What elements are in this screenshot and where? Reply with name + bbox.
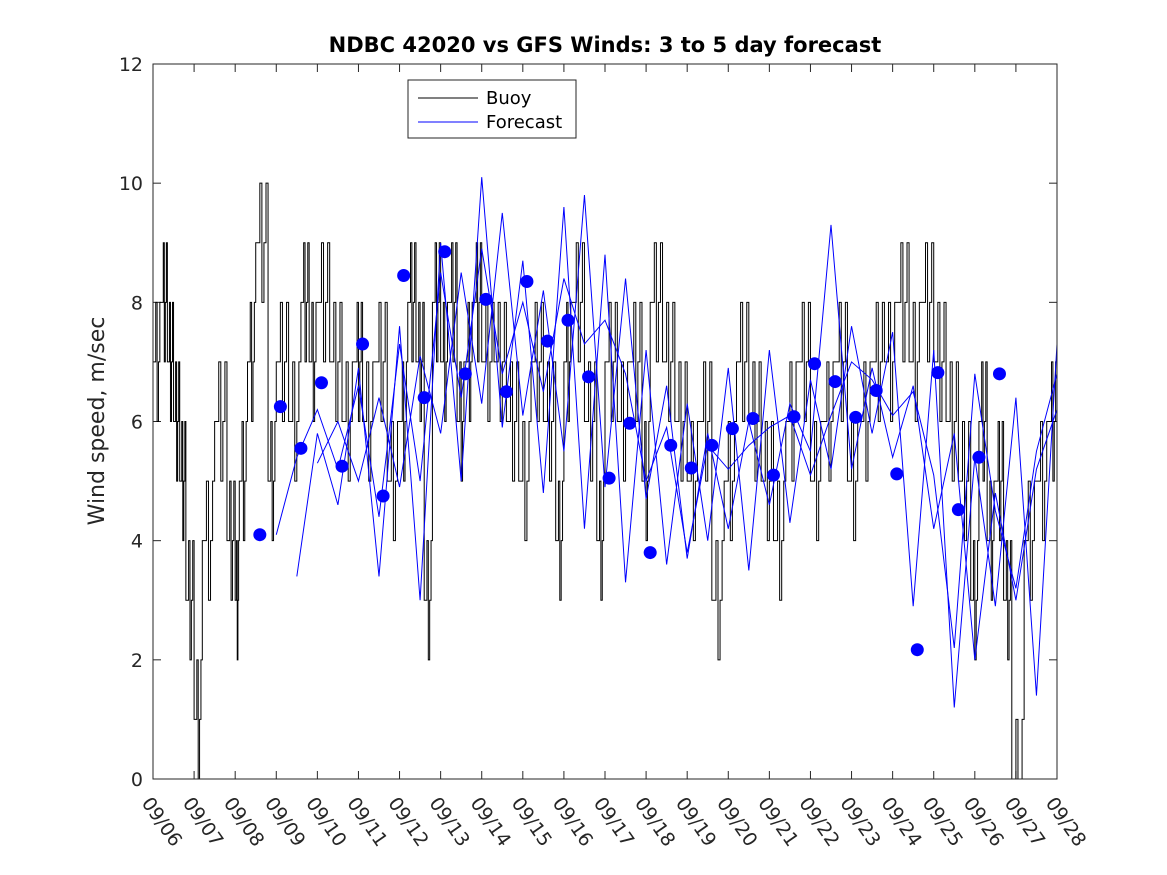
series-forecast-line-2 bbox=[296, 177, 1058, 708]
forecast-marker bbox=[520, 274, 534, 288]
y-tick-label: 8 bbox=[131, 292, 143, 314]
forecast-marker bbox=[582, 370, 596, 384]
forecast-marker bbox=[643, 546, 657, 560]
series-buoy-line bbox=[153, 182, 1058, 780]
series-layer bbox=[153, 177, 1058, 780]
forecast-marker bbox=[972, 450, 986, 464]
forecast-marker bbox=[499, 385, 513, 399]
forecast-marker bbox=[294, 441, 308, 455]
legend-forecast-label: Forecast bbox=[486, 112, 562, 133]
forecast-marker bbox=[992, 367, 1006, 381]
y-tick-label: 12 bbox=[119, 54, 143, 76]
forecast-marker bbox=[766, 468, 780, 482]
y-tick-label: 4 bbox=[131, 531, 143, 553]
y-axis-label: Wind speed, m/sec bbox=[85, 317, 110, 526]
forecast-marker bbox=[849, 410, 863, 424]
forecast-marker bbox=[397, 269, 411, 283]
y-tick-label: 10 bbox=[119, 173, 143, 195]
series-forecast-line-1 bbox=[275, 248, 1058, 648]
forecast-marker bbox=[664, 438, 678, 452]
forecast-marker bbox=[705, 438, 719, 452]
chart-title: NDBC 42020 vs GFS Winds: 3 to 5 day fore… bbox=[329, 33, 882, 57]
forecast-marker bbox=[684, 461, 698, 475]
forecast-marker bbox=[335, 459, 349, 473]
legend-buoy-label: Buoy bbox=[486, 88, 532, 109]
forecast-marker bbox=[746, 412, 760, 426]
y-tick-label: 2 bbox=[131, 650, 143, 672]
forecast-marker bbox=[725, 422, 739, 436]
forecast-marker bbox=[540, 334, 554, 348]
y-tick-label: 6 bbox=[131, 412, 143, 434]
y-tick-label: 0 bbox=[131, 769, 143, 791]
forecast-marker bbox=[314, 376, 328, 390]
forecast-marker bbox=[561, 313, 575, 327]
legend: Buoy Forecast bbox=[407, 79, 577, 139]
forecast-marker bbox=[828, 375, 842, 389]
forecast-marker bbox=[376, 489, 390, 503]
forecast-marker bbox=[356, 337, 370, 351]
forecast-marker bbox=[479, 292, 493, 306]
forecast-marker bbox=[438, 245, 452, 259]
forecast-marker bbox=[417, 391, 431, 405]
forecast-marker bbox=[910, 643, 924, 657]
forecast-marker bbox=[458, 367, 472, 381]
forecast-marker bbox=[890, 467, 904, 481]
forecast-marker bbox=[623, 416, 637, 430]
forecast-marker bbox=[808, 357, 822, 371]
legend-box bbox=[407, 79, 577, 139]
forecast-marker bbox=[951, 503, 965, 517]
series-forecast-line-3 bbox=[316, 195, 1058, 660]
forecast-marker bbox=[931, 366, 945, 380]
forecast-marker bbox=[787, 410, 801, 424]
forecast-marker bbox=[273, 400, 287, 414]
forecast-markers bbox=[253, 245, 1006, 657]
forecast-marker bbox=[869, 384, 883, 398]
forecast-marker bbox=[602, 471, 616, 485]
axes-box bbox=[152, 63, 1058, 780]
forecast-marker bbox=[253, 528, 267, 542]
